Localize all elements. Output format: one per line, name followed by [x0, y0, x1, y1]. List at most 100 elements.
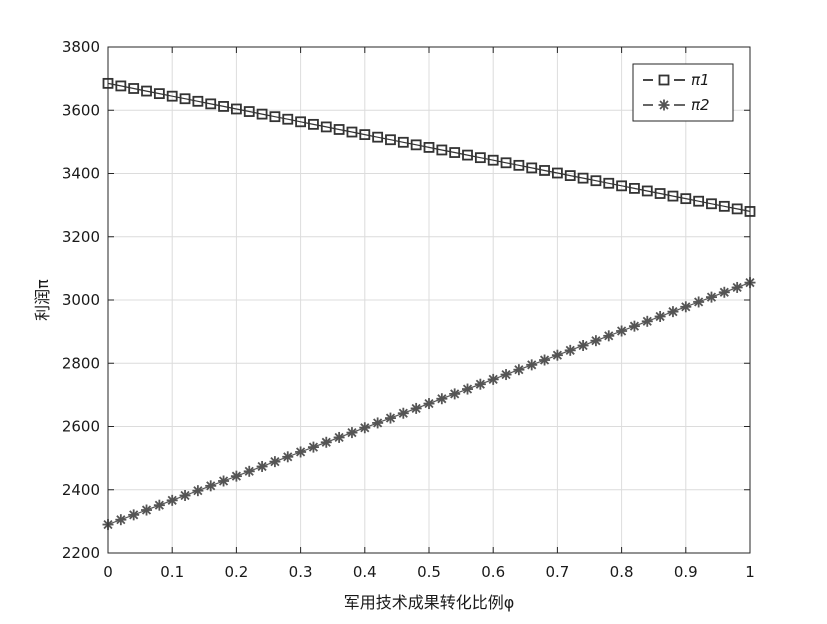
data-point-square [153, 88, 165, 100]
data-point-asterisk [282, 451, 294, 463]
data-point-square [243, 106, 255, 117]
asterisk-stroke [218, 476, 229, 486]
asterisk-stroke [629, 321, 640, 331]
data-point-asterisk [500, 369, 512, 381]
grid [107, 46, 751, 554]
data-point-square [462, 149, 473, 161]
data-point-asterisk [590, 335, 602, 347]
data-point-square [256, 108, 268, 120]
asterisk-stroke [308, 442, 319, 452]
data-point-asterisk [654, 310, 666, 322]
data-point-square [308, 118, 319, 130]
asterisk-stroke [283, 452, 293, 462]
data-point-square [295, 116, 307, 128]
data-point-square [423, 142, 435, 153]
data-point-square [474, 152, 486, 164]
data-point-square [577, 172, 589, 184]
data-point-asterisk [705, 291, 717, 303]
asterisk-stroke [385, 413, 396, 423]
asterisk-stroke [617, 326, 627, 336]
asterisk-stroke [501, 369, 511, 380]
asterisk-stroke [604, 331, 614, 341]
data-point-square [166, 90, 178, 102]
data-point-asterisk [384, 412, 396, 424]
data-point-square [654, 188, 666, 199]
legend-box [632, 63, 734, 122]
axis-ticks: 0 0.1 0.2 0.3 0.4 0.5 0.6 0.7 0.8 0.9 1 2200 2400 260… [62, 38, 755, 581]
asterisk-stroke [129, 510, 139, 520]
data-point-asterisk [641, 315, 653, 327]
data-point-asterisk [513, 364, 525, 376]
data-point-square [526, 162, 538, 174]
data-point-square [333, 124, 345, 135]
asterisk-stroke [180, 490, 190, 501]
asterisk-stroke [398, 408, 408, 418]
y-tick-label: 3200 [62, 228, 100, 246]
data-point-asterisk [128, 509, 140, 521]
data-point-square [539, 165, 550, 176]
data-point-square [359, 129, 371, 141]
x-tick-label: 0.5 [417, 563, 441, 581]
data-point-square [179, 93, 191, 105]
asterisk-stroke [321, 437, 331, 447]
data-point-asterisk [243, 465, 255, 477]
asterisk-stroke [539, 355, 550, 365]
asterisk-stroke [411, 403, 421, 414]
asterisk-stroke [373, 418, 383, 428]
data-point-asterisk [628, 320, 640, 332]
data-point-asterisk [269, 456, 281, 468]
data-point-asterisk [397, 407, 409, 419]
data-point-square [590, 175, 602, 187]
data-point-square [205, 98, 217, 110]
asterisk-stroke [642, 316, 652, 326]
data-point-asterisk [449, 388, 461, 400]
x-axis-title: 军用技术成果转化比例φ [344, 593, 515, 612]
asterisk-stroke [706, 292, 717, 302]
data-point-square [641, 185, 653, 197]
series-layer [102, 77, 756, 531]
asterisk-stroke [206, 481, 216, 491]
data-point-asterisk [474, 378, 486, 390]
data-point-asterisk [539, 354, 551, 366]
y-tick-label: 2800 [62, 354, 100, 372]
data-point-asterisk [333, 431, 345, 443]
asterisk-stroke [565, 345, 575, 355]
data-point-square [230, 103, 242, 115]
data-point-square [564, 170, 576, 181]
data-point-square [115, 80, 127, 92]
asterisk-stroke [167, 495, 177, 505]
data-point-asterisk [372, 417, 384, 429]
asterisk-stroke [719, 287, 729, 297]
data-point-asterisk [423, 398, 435, 410]
data-point-square [513, 159, 525, 171]
data-point-asterisk [436, 393, 448, 405]
data-point-square [320, 121, 332, 133]
data-point-asterisk [192, 485, 204, 497]
x-tick-label: 0.4 [353, 563, 377, 581]
data-point-asterisk [731, 281, 743, 293]
y-axis-title: 利润π [33, 279, 52, 321]
asterisk-stroke [732, 282, 742, 293]
asterisk-stroke [462, 384, 473, 394]
x-tick-label: 0 [103, 563, 113, 581]
data-point-asterisk [153, 499, 165, 511]
data-point-asterisk [564, 344, 576, 356]
series-1 [102, 77, 756, 217]
legend-item: π1 [643, 71, 710, 89]
x-tick-label: 0.7 [545, 563, 569, 581]
x-tick-label: 0.6 [481, 563, 505, 581]
data-point-asterisk [346, 427, 358, 439]
data-point-square [410, 139, 422, 151]
data-point-square [500, 157, 512, 169]
asterisk-stroke [347, 428, 357, 438]
data-point-square [385, 134, 396, 146]
legend-item: π2 [643, 96, 710, 114]
data-point-asterisk [179, 490, 191, 502]
data-point-asterisk [551, 349, 563, 361]
data-point-square [616, 180, 627, 192]
asterisk-stroke [488, 374, 498, 384]
asterisk-stroke [668, 307, 678, 317]
data-point-asterisk [359, 422, 371, 434]
